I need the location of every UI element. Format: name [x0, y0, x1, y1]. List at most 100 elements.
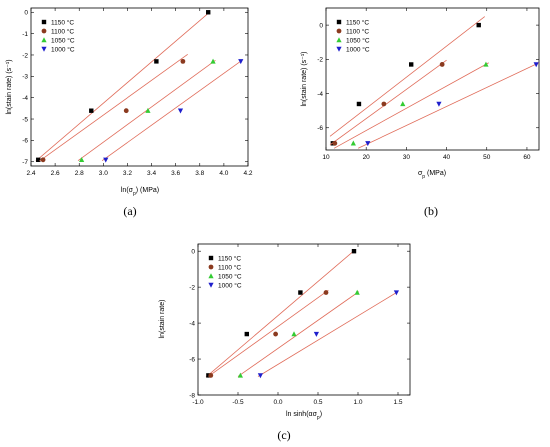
- x-tick-label: 2.8: [75, 170, 84, 177]
- data-point: [273, 331, 278, 337]
- data-point: [483, 61, 489, 67]
- data-point: [123, 108, 129, 114]
- y-tick-label: -7: [22, 159, 28, 166]
- x-tick-label: 50: [483, 154, 491, 161]
- legend-label: 1050 °C: [346, 36, 370, 44]
- x-tick-label: 4.0: [219, 170, 228, 177]
- data-point: [206, 373, 211, 378]
- x-tick-label: 3.6: [171, 170, 180, 177]
- x-axis-title: σp (MPa): [418, 170, 446, 180]
- data-point: [291, 331, 297, 337]
- y-tick-label: 0: [24, 10, 28, 17]
- data-point: [323, 290, 329, 295]
- legend-marker: [41, 19, 47, 25]
- y-tick-label: -4: [189, 320, 195, 327]
- legend-label: 1100 °C: [218, 263, 241, 271]
- panel-caption: (c): [277, 428, 290, 442]
- x-tick-label: 0.0: [273, 399, 282, 406]
- y-tick-label: -6: [22, 138, 28, 145]
- panel-caption: (a): [123, 204, 136, 218]
- y-tick-label: 0: [319, 22, 323, 29]
- fit-line: [208, 289, 329, 377]
- data-point: [533, 62, 539, 68]
- x-tick-label: 3.8: [195, 170, 204, 177]
- data-point: [365, 141, 371, 147]
- chart-panel-0: 2.4 2.6 2.8 3.0 3.2 3.4 3.6 3.8 4.0 4.2 0 -1 -2 -3 -4 -…: [6, 7, 253, 218]
- fit-line: [329, 59, 447, 146]
- legend-label: 1150 °C: [51, 18, 74, 26]
- legend-marker: [41, 37, 47, 43]
- data-point: [436, 101, 442, 107]
- legend-label: 1000 °C: [51, 45, 75, 53]
- y-tick-label: -6: [317, 125, 323, 132]
- fit-line: [101, 59, 243, 161]
- fit-line: [329, 16, 485, 137]
- data-point: [409, 62, 414, 67]
- x-tick-label: 10: [322, 154, 330, 161]
- fit-line: [35, 11, 210, 162]
- data-point: [381, 101, 387, 107]
- x-tick-label: 60: [523, 154, 531, 161]
- data-point: [89, 108, 94, 113]
- data-point: [244, 331, 249, 337]
- legend-marker: [208, 255, 214, 261]
- y-tick-label: -4: [22, 95, 28, 102]
- y-tick-label: -2: [317, 57, 323, 64]
- x-tick-label: 3.4: [147, 170, 156, 177]
- plot-frame: [30, 7, 249, 167]
- legend-label: 1100 °C: [346, 27, 369, 35]
- legend-label: 1100 °C: [51, 27, 74, 35]
- data-point: [238, 59, 244, 65]
- x-tick-label: 1.0: [353, 399, 362, 406]
- data-point: [180, 58, 186, 64]
- legend-label: 1050 °C: [51, 36, 75, 44]
- x-tick-label: 3.0: [99, 170, 108, 177]
- data-point: [350, 140, 356, 146]
- y-axis-title: ln(stain rate): [159, 300, 166, 339]
- legend-marker: [336, 28, 342, 34]
- data-point: [177, 108, 184, 114]
- data-point: [313, 331, 319, 337]
- y-tick-label: -3: [22, 74, 28, 81]
- chart-panel-2: -1.0 -0.5 0.0 0.5 1.0 1.5 0 -2 -4 -6 -8 ln sinh(ασp…: [159, 243, 411, 442]
- x-tick-label: 0.5: [313, 399, 322, 406]
- y-tick-label: -5: [22, 116, 28, 123]
- fit-line: [357, 62, 540, 149]
- x-tick-label: -1.0: [192, 399, 204, 406]
- legend-marker: [336, 37, 342, 43]
- data-point: [298, 290, 303, 295]
- data-point: [332, 140, 338, 146]
- data-point: [79, 157, 85, 163]
- data-point: [400, 101, 406, 107]
- y-tick-label: -6: [189, 356, 195, 363]
- data-point: [40, 157, 46, 163]
- x-tick-label: 2.4: [26, 170, 35, 177]
- x-tick-label: -0.5: [232, 399, 244, 406]
- legend-marker: [41, 46, 47, 52]
- legend-marker: [336, 46, 342, 52]
- y-tick-label: -4: [317, 91, 323, 98]
- plot-frame: [197, 243, 411, 396]
- x-tick-label: 30: [403, 154, 411, 161]
- legend-label: 1150 °C: [346, 18, 369, 26]
- data-point: [393, 290, 399, 296]
- legend-marker: [208, 273, 214, 279]
- x-tick-label: 2.6: [51, 170, 60, 177]
- legend-label: 1000 °C: [346, 45, 370, 53]
- data-point: [210, 58, 216, 64]
- plot-frame: [325, 7, 540, 151]
- data-point: [351, 248, 357, 254]
- data-point: [237, 372, 243, 378]
- y-axis-title: ln(stain rate) (s⁻¹): [6, 59, 13, 114]
- y-axis-title: ln(stain rate) (s⁻¹): [301, 51, 308, 106]
- legend-label: 1050 °C: [218, 272, 242, 280]
- legend-marker: [208, 282, 214, 288]
- data-point: [208, 373, 214, 378]
- y-tick-label: -2: [22, 52, 28, 59]
- data-point: [206, 10, 211, 15]
- panel-caption: (b): [424, 204, 438, 218]
- x-tick-label: 40: [443, 154, 451, 161]
- fit-line: [237, 291, 360, 377]
- x-tick-label: 3.2: [123, 170, 132, 177]
